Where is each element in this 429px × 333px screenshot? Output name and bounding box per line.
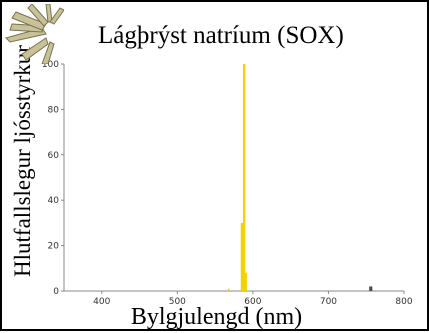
spectral-bar	[245, 272, 247, 291]
y-tick-label: 20	[48, 242, 60, 252]
y-tick-label: 80	[48, 105, 60, 115]
y-tick-label: 40	[48, 196, 60, 206]
x-tick-label: 500	[169, 297, 186, 307]
y-tick-label: 100	[42, 60, 59, 70]
spectral-bar	[243, 64, 246, 291]
chart-title: Lágþrýst natríum (SOX)	[98, 22, 344, 49]
x-tick-label: 400	[93, 297, 110, 307]
y-tick-label: 0	[53, 287, 59, 297]
x-tick-label: 800	[395, 297, 412, 307]
spectral-bar	[370, 286, 373, 291]
spectral-bar	[227, 288, 230, 291]
spectral-bar	[369, 286, 371, 291]
y-tick-label: 60	[48, 151, 60, 161]
x-axis-label: Bylgjulengd (nm)	[130, 304, 303, 330]
x-tick-label: 700	[320, 297, 337, 307]
x-tick-label: 600	[244, 297, 261, 307]
flower-decoration-icon	[5, 4, 64, 64]
